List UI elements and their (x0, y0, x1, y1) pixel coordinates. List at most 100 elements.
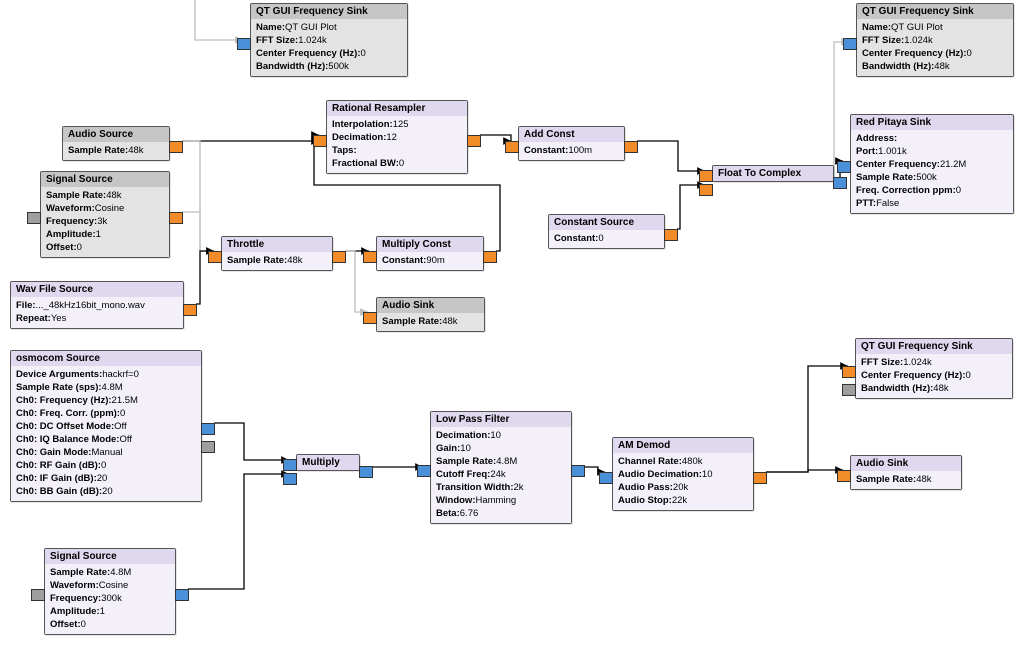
param-row: Port:1.001k (856, 145, 1008, 158)
port-in-float[interactable] (208, 251, 222, 263)
port-out-msg[interactable] (201, 441, 215, 453)
block-multiply[interactable]: Multiply (296, 454, 360, 471)
port-out-complex[interactable] (833, 177, 847, 189)
port-out-float[interactable] (169, 212, 183, 224)
block-add_const[interactable]: Add Const Constant:100m (518, 126, 625, 161)
block-const_src[interactable]: Constant SourceConstant:0 (548, 214, 665, 249)
block-params: Sample Rate:48k (851, 471, 961, 489)
param-row: Ch0: Frequency (Hz):21.5M (16, 394, 196, 407)
connection-wire (766, 366, 848, 472)
block-title: QT GUI Frequency Sink (857, 4, 1013, 19)
param-row: Freq. Correction ppm:0 (856, 184, 1008, 197)
block-am_demod[interactable]: AM DemodChannel Rate:480kAudio Decimatio… (612, 437, 754, 511)
port-out-complex[interactable] (175, 589, 189, 601)
param-row: Sample Rate:48k (382, 315, 479, 328)
block-params: Channel Rate:480kAudio Decimation:10Audi… (613, 453, 753, 510)
block-sig_src2[interactable]: Signal SourceSample Rate:4.8MWaveform:Co… (44, 548, 176, 635)
param-row: Audio Decimation:10 (618, 468, 748, 481)
param-row: Center Frequency (Hz):0 (861, 369, 1007, 382)
block-rp_sink[interactable]: Red Pitaya SinkAddress:Port:1.001kCenter… (850, 114, 1014, 214)
block-wav_src[interactable]: Wav File SourceFile:..._48kHz16bit_mono.… (10, 281, 184, 329)
param-row: Audio Pass:20k (618, 481, 748, 494)
param-row: Center Frequency (Hz):0 (862, 47, 1008, 60)
port-in-float[interactable] (699, 184, 713, 196)
block-title: Add Const (519, 127, 624, 142)
port-out-float[interactable] (753, 472, 767, 484)
block-params: Name:QT GUI PlotFFT Size:1.024kCenter Fr… (251, 19, 407, 76)
block-mult_const[interactable]: Multiply ConstConstant:90m (376, 236, 484, 271)
port-out-float[interactable] (169, 141, 183, 153)
param-row: File:..._48kHz16bit_mono.wav (16, 299, 178, 312)
port-in-complex[interactable] (237, 38, 251, 50)
connection-wire (766, 470, 843, 472)
port-out-complex[interactable] (571, 465, 585, 477)
block-audio_src[interactable]: Audio SourceSample Rate:48k (62, 126, 170, 161)
port-in-complex[interactable] (417, 465, 431, 477)
block-title: Multiply (297, 455, 359, 470)
block-osmo_src[interactable]: osmocom SourceDevice Arguments:hackrf=0S… (10, 350, 202, 502)
param-row: Window:Hamming (436, 494, 566, 507)
block-title: Float To Complex (713, 166, 833, 181)
block-params: Sample Rate:48k (377, 313, 484, 331)
param-row: PTT:False (856, 197, 1008, 210)
port-out-complex[interactable] (201, 423, 215, 435)
port-out-float[interactable] (483, 251, 497, 263)
port-in-complex[interactable] (843, 38, 857, 50)
block-lpf[interactable]: Low Pass FilterDecimation:10Gain:10Sampl… (430, 411, 572, 524)
param-row: Sample Rate:48k (227, 254, 327, 267)
port-in-msg[interactable] (27, 212, 41, 224)
port-out-float[interactable] (183, 304, 197, 316)
param-row: Gain:10 (436, 442, 566, 455)
block-qtgui2[interactable]: QT GUI Frequency SinkName:QT GUI PlotFFT… (856, 3, 1014, 77)
block-title: Audio Sink (851, 456, 961, 471)
block-params: Constant:0 (549, 230, 664, 248)
block-f2c[interactable]: Float To Complex (712, 165, 834, 182)
port-in-msg[interactable] (842, 384, 856, 396)
param-row: Sample Rate:4.8M (50, 566, 170, 579)
param-row: Decimation:12 (332, 131, 462, 144)
port-in-complex[interactable] (599, 472, 613, 484)
connection-wire (214, 423, 289, 460)
block-params: Sample Rate:48k (222, 252, 332, 270)
port-out-float[interactable] (332, 251, 346, 263)
port-in-complex[interactable] (283, 473, 297, 485)
param-row: Ch0: IQ Balance Mode:Off (16, 433, 196, 446)
param-row: Frequency:300k (50, 592, 170, 605)
block-title: Multiply Const (377, 237, 483, 252)
port-in-complex[interactable] (283, 459, 297, 471)
block-throttle[interactable]: ThrottleSample Rate:48k (221, 236, 333, 271)
port-in-float[interactable] (313, 135, 327, 147)
port-in-float[interactable] (363, 312, 377, 324)
port-in-complex[interactable] (837, 161, 851, 173)
port-out-float[interactable] (467, 135, 481, 147)
param-row: Interpolation:125 (332, 118, 462, 131)
param-row: Beta:6.76 (436, 507, 566, 520)
port-in-float[interactable] (837, 470, 851, 482)
port-out-complex[interactable] (359, 466, 373, 478)
port-out-float[interactable] (664, 229, 678, 241)
block-params: Name:QT GUI PlotFFT Size:1.024kCenter Fr… (857, 19, 1013, 76)
port-in-float[interactable] (842, 366, 856, 378)
block-qtgui3[interactable]: QT GUI Frequency SinkFFT Size:1.024kCent… (855, 338, 1013, 399)
param-row: Ch0: IF Gain (dB):20 (16, 472, 196, 485)
param-row: Ch0: DC Offset Mode:Off (16, 420, 196, 433)
block-audio_sink2[interactable]: Audio SinkSample Rate:48k (850, 455, 962, 490)
param-row: Constant:100m (524, 144, 619, 157)
param-row: FFT Size:1.024k (256, 34, 402, 47)
block-qtgui1[interactable]: QT GUI Frequency SinkName:QT GUI PlotFFT… (250, 3, 408, 77)
block-title: Signal Source (41, 172, 169, 187)
param-row: Sample Rate (sps):4.8M (16, 381, 196, 394)
port-in-msg[interactable] (31, 589, 45, 601)
block-title: Low Pass Filter (431, 412, 571, 427)
port-in-float[interactable] (505, 141, 519, 153)
port-in-float[interactable] (363, 251, 377, 263)
block-rat_resamp[interactable]: Rational ResamplerInterpolation:125Decim… (326, 100, 468, 174)
port-in-float[interactable] (699, 170, 713, 182)
block-audio_sink1[interactable]: Audio SinkSample Rate:48k (376, 297, 485, 332)
connection-wire (834, 42, 849, 178)
flowgraph-canvas[interactable]: QT GUI Frequency SinkName:QT GUI PlotFFT… (0, 0, 1024, 670)
block-params: Constant:90m (377, 252, 483, 270)
block-sig_src1[interactable]: Signal SourceSample Rate:48kWaveform:Cos… (40, 171, 170, 258)
port-out-float[interactable] (624, 141, 638, 153)
param-row: Repeat:Yes (16, 312, 178, 325)
